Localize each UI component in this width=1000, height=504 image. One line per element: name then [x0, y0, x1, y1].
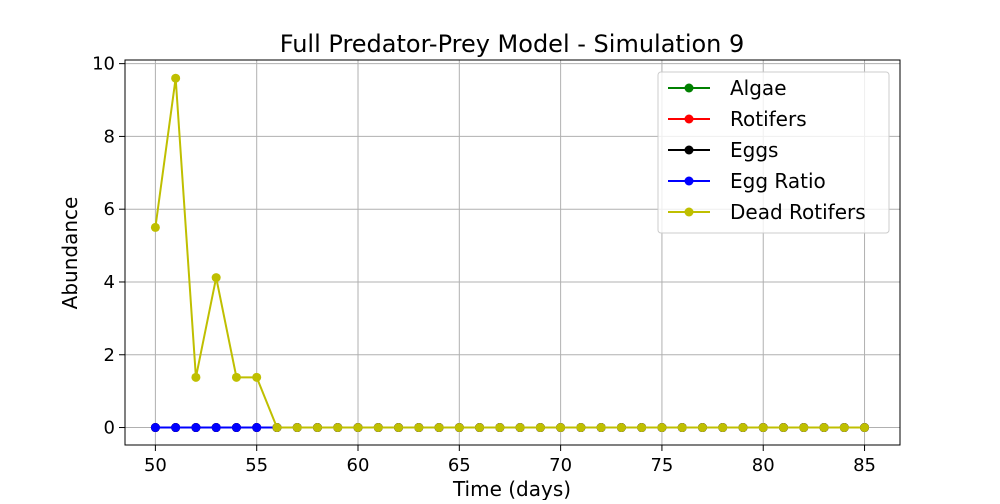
- data-point: [434, 423, 444, 433]
- y-tick-label: 4: [104, 272, 115, 293]
- series-group: [150, 73, 870, 433]
- data-point: [211, 423, 221, 433]
- y-tick-label: 10: [92, 54, 115, 75]
- data-point: [718, 423, 728, 433]
- x-tick-label: 65: [448, 455, 471, 476]
- x-tick-label: 50: [144, 455, 167, 476]
- data-point: [373, 423, 383, 433]
- legend-item-eggs: Eggs: [668, 138, 778, 162]
- data-point: [819, 423, 829, 433]
- data-point: [637, 423, 647, 433]
- y-axis-label: Abundance: [58, 197, 82, 310]
- data-point: [576, 423, 586, 433]
- legend-item-algae: Algae: [668, 76, 787, 100]
- legend-box: [657, 71, 890, 234]
- data-point: [292, 423, 302, 433]
- data-point: [353, 423, 363, 433]
- data-point: [150, 423, 160, 433]
- x-tick-label: 75: [650, 455, 673, 476]
- data-point: [454, 423, 464, 433]
- legend-marker: [684, 176, 694, 186]
- chart-title: Full Predator-Prey Model - Simulation 9: [280, 30, 745, 58]
- legend-item-rotifers: Rotifers: [668, 107, 807, 131]
- data-point: [231, 372, 241, 382]
- data-point: [556, 423, 566, 433]
- legend: Algae Rotifers Eggs Egg Ratio Dead Rotifers: [657, 71, 890, 234]
- data-point: [657, 423, 667, 433]
- data-point: [252, 372, 262, 382]
- plot-frame: [124, 59, 901, 446]
- x-tick-label: 60: [347, 455, 370, 476]
- data-point: [475, 423, 485, 433]
- x-tick-label: 80: [752, 455, 775, 476]
- data-point: [495, 423, 505, 433]
- data-point: [799, 423, 809, 433]
- data-point: [535, 423, 545, 433]
- data-point: [394, 423, 404, 433]
- data-point: [252, 423, 262, 433]
- legend-label: Rotifers: [730, 107, 807, 131]
- data-point: [839, 423, 849, 433]
- data-point: [191, 423, 201, 433]
- y-tick-label: 6: [104, 199, 115, 220]
- x-axis: 50 55 60 65 70 75 80 85: [144, 445, 876, 476]
- data-point: [778, 423, 788, 433]
- legend-label: Algae: [730, 76, 787, 100]
- data-point: [515, 423, 525, 433]
- data-point: [231, 423, 241, 433]
- x-tick-label: 55: [245, 455, 268, 476]
- data-point: [333, 423, 343, 433]
- y-tick-label: 2: [104, 345, 115, 366]
- data-point: [211, 273, 221, 283]
- y-tick-label: 0: [104, 418, 115, 439]
- legend-marker: [684, 145, 694, 155]
- data-point: [171, 73, 181, 83]
- legend-marker: [684, 114, 694, 124]
- data-point: [272, 423, 282, 433]
- x-tick-label: 85: [853, 455, 876, 476]
- data-point: [697, 423, 707, 433]
- x-axis-label: Time (days): [452, 477, 571, 500]
- data-point: [171, 423, 181, 433]
- x-tick-label: 70: [549, 455, 572, 476]
- data-point: [738, 423, 748, 433]
- legend-label: Egg Ratio: [730, 169, 826, 193]
- legend-label: Eggs: [730, 138, 778, 162]
- data-point: [616, 423, 626, 433]
- data-point: [860, 423, 870, 433]
- data-point: [312, 423, 322, 433]
- data-point: [414, 423, 424, 433]
- legend-marker: [684, 83, 694, 93]
- data-point: [758, 423, 768, 433]
- data-point: [150, 222, 160, 232]
- series-dead-rotifers: [150, 73, 870, 433]
- data-point: [191, 372, 201, 382]
- data-point: [677, 423, 687, 433]
- legend-marker: [684, 207, 694, 217]
- legend-label: Dead Rotifers: [730, 200, 866, 224]
- y-axis: 0 2 4 6 8 10: [92, 54, 125, 439]
- legend-item-dead-rotifers: Dead Rotifers: [668, 200, 866, 224]
- data-point: [596, 423, 606, 433]
- y-tick-label: 8: [104, 126, 115, 147]
- legend-item-egg-ratio: Egg Ratio: [668, 169, 826, 193]
